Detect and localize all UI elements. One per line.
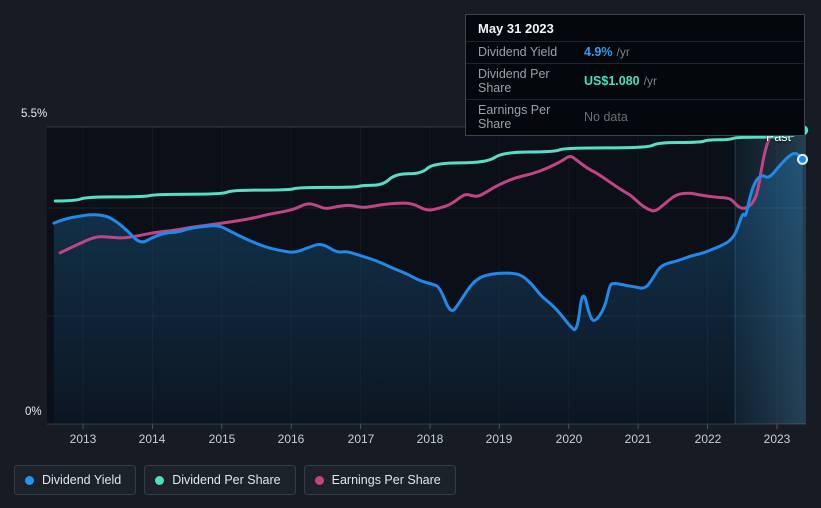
x-tick-label-2020: 2020 bbox=[555, 432, 583, 446]
chart-legend: Dividend Yield Dividend Per Share Earnin… bbox=[14, 465, 456, 495]
legend-label: Dividend Per Share bbox=[172, 473, 281, 487]
x-tick-label-2023: 2023 bbox=[763, 432, 791, 446]
x-tick-label-2018: 2018 bbox=[416, 432, 444, 446]
y-axis-max-label: 5.5% bbox=[21, 108, 48, 120]
x-tick-label-2015: 2015 bbox=[208, 432, 236, 446]
tooltip-row-earnings-per-share: Earnings Per Share No data bbox=[466, 99, 804, 135]
tooltip-value-suffix: /yr bbox=[616, 45, 630, 59]
chart-tooltip: May 31 2023 Dividend Yield 4.9% /yr Divi… bbox=[465, 14, 805, 136]
dividend-yield-end-marker bbox=[797, 153, 808, 165]
dividend-yield-line bbox=[52, 151, 804, 332]
chart-canvas[interactable] bbox=[47, 125, 809, 429]
legend-item-dividend-yield[interactable]: Dividend Yield bbox=[14, 465, 137, 495]
x-tick-label-2013: 2013 bbox=[69, 432, 97, 446]
tooltip-value: US$1.080 bbox=[584, 74, 640, 88]
tooltip-label: Dividend Yield bbox=[478, 45, 558, 59]
x-tick-label-2016: 2016 bbox=[277, 432, 305, 446]
tooltip-date: May 31 2023 bbox=[478, 21, 554, 36]
x-tick-label-2019: 2019 bbox=[485, 432, 513, 446]
tooltip-row-dividend-per-share: Dividend Per Share US$1.080 /yr bbox=[466, 63, 804, 99]
tooltip-value: No data bbox=[584, 110, 628, 124]
earnings-per-share-dot-icon bbox=[314, 475, 324, 485]
dividend-per-share-line bbox=[53, 128, 805, 203]
x-tick-label-2022: 2022 bbox=[694, 432, 722, 446]
dividend-yield-area bbox=[53, 153, 803, 424]
dividend-yield-dot-icon bbox=[25, 475, 34, 485]
tooltip-label: Dividend Per Share bbox=[478, 67, 550, 95]
tooltip-row-dividend-yield: Dividend Yield 4.9% /yr bbox=[466, 41, 804, 63]
tooltip-value: 4.9% bbox=[584, 45, 613, 59]
dividend-per-share-dot-icon bbox=[155, 475, 165, 485]
x-tick-label-2021: 2021 bbox=[624, 432, 652, 446]
tooltip-label: Earnings Per Share bbox=[478, 103, 551, 131]
legend-item-dividend-per-share[interactable]: Dividend Per Share bbox=[144, 465, 296, 495]
legend-item-earnings-per-share[interactable]: Earnings Per Share bbox=[303, 465, 456, 495]
x-tick-label-2014: 2014 bbox=[138, 432, 166, 446]
tooltip-value-suffix: /yr bbox=[643, 74, 657, 88]
legend-label: Earnings Per Share bbox=[331, 473, 441, 487]
earnings-per-share-line bbox=[58, 127, 798, 255]
x-tick-label-2017: 2017 bbox=[347, 432, 375, 446]
legend-label: Dividend Yield bbox=[42, 473, 122, 487]
y-axis-min-label: 0% bbox=[25, 406, 42, 418]
